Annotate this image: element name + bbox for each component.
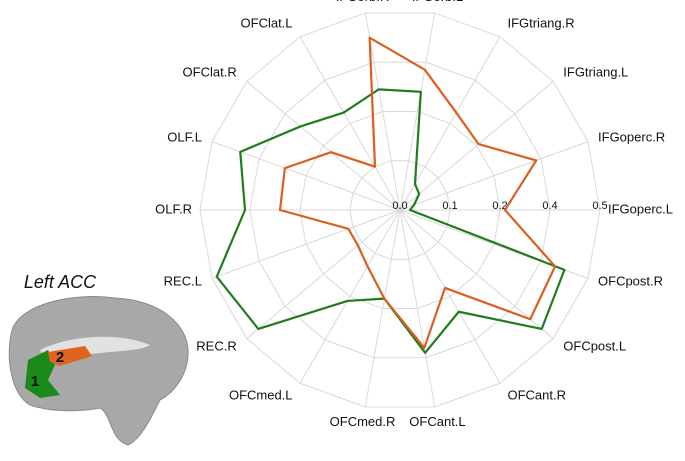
axis-label: OFClat.L xyxy=(241,15,293,30)
axis-label: OFCmed.L xyxy=(229,388,293,403)
spoke xyxy=(399,209,554,339)
axis-label: OLF.L xyxy=(167,129,202,144)
spoke xyxy=(399,81,554,211)
axis-label: OFCpost.L xyxy=(563,338,626,353)
spoke xyxy=(399,12,436,211)
series-line xyxy=(278,36,557,349)
spoke xyxy=(364,209,401,408)
spoke xyxy=(399,36,501,211)
region-label: 2 xyxy=(56,349,64,366)
spoke xyxy=(246,209,401,339)
axis-label: OFCant.R xyxy=(507,388,566,403)
axis-label: OLF.R xyxy=(155,201,192,216)
spoke xyxy=(364,12,401,211)
r-tick-label: 0.0 xyxy=(392,200,407,212)
spoke xyxy=(211,209,401,279)
r-tick-label: 0.1 xyxy=(442,200,457,212)
axis-label: IFGoperc.R xyxy=(598,129,665,144)
spoke xyxy=(299,209,401,384)
spoke xyxy=(399,209,436,408)
inset-title: Left ACC xyxy=(24,272,97,292)
axis-label: IFGtriang.R xyxy=(507,15,574,30)
spoke xyxy=(299,36,401,211)
axis-label: OFClat.R xyxy=(183,64,237,79)
axis-label: OFCpost.R xyxy=(598,274,663,289)
spoke xyxy=(246,81,401,211)
r-tick-label: 0.5 xyxy=(592,200,607,212)
axis-label: IFGtriang.L xyxy=(563,64,628,79)
r-tick-label: 0.2 xyxy=(492,200,507,212)
axis-label: IFGorb.L xyxy=(412,0,463,4)
region-label: 1 xyxy=(31,373,39,390)
axis-label: OFCant.L xyxy=(409,414,465,429)
axis-label: REC.L xyxy=(164,274,202,289)
r-tick-label: 0.4 xyxy=(542,200,557,212)
spoke xyxy=(399,141,589,211)
axis-label: IFGorb.R xyxy=(336,0,389,4)
brain-shape xyxy=(8,296,189,446)
axis-label: IFGoperc.L xyxy=(608,201,673,216)
brain-inset: Left ACC 1 2 xyxy=(8,272,189,446)
region-2 xyxy=(48,346,92,366)
spoke xyxy=(399,209,501,384)
axis-label: REC.R xyxy=(196,338,236,353)
axis-label: OFCmed.R xyxy=(330,414,396,429)
spoke xyxy=(211,141,401,211)
